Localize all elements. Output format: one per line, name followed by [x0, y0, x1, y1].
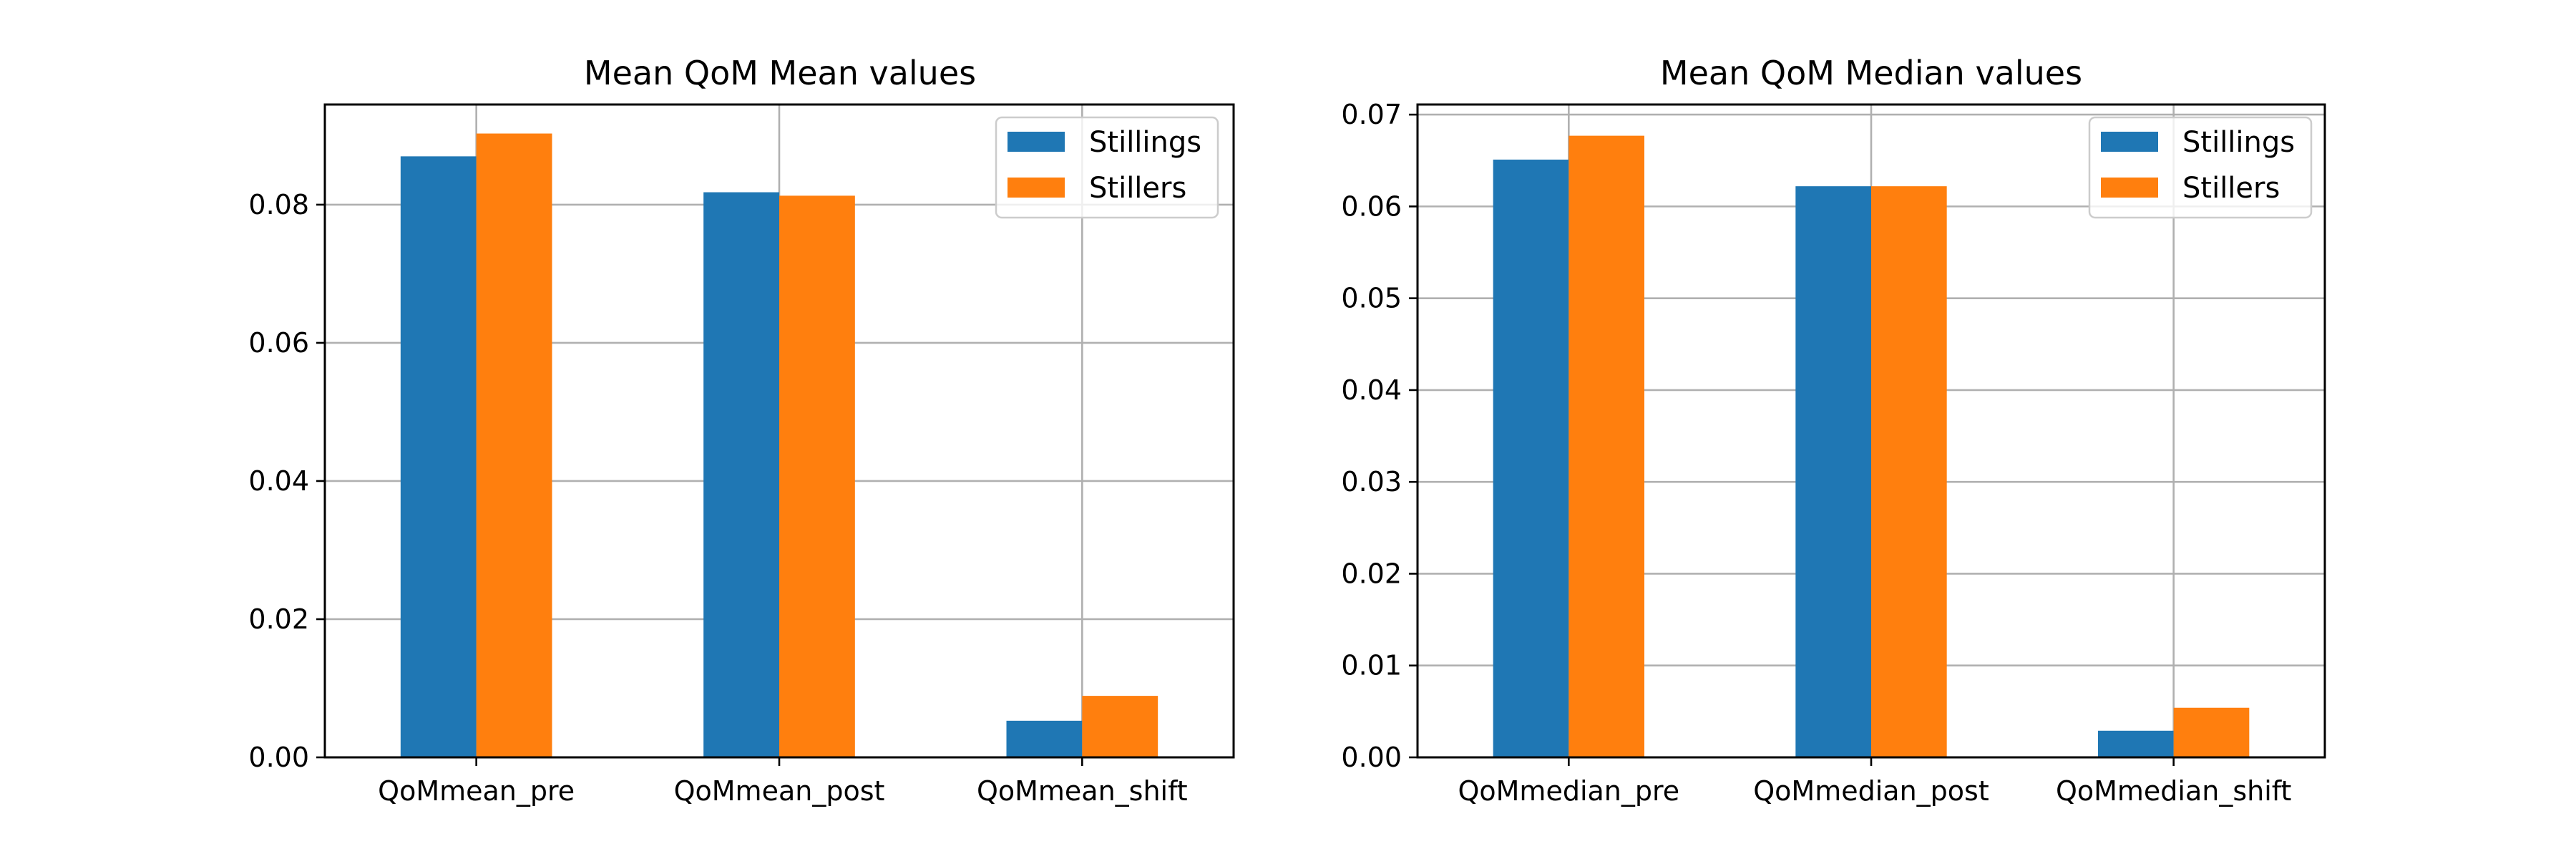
x-tick-label: QoMmedian_shift: [2056, 775, 2291, 807]
legend: Stillings Stillers: [2088, 116, 2313, 219]
bars-layer: [1493, 135, 2250, 757]
y-tick-label: 0.03: [1341, 466, 1402, 498]
x-tick-label: QoMmedian_pre: [1458, 775, 1679, 807]
bar-stillings-qommean-shift: [1006, 720, 1083, 757]
y-tick-label: 0.04: [1341, 374, 1402, 406]
chart-title: Mean QoM Mean values: [584, 54, 976, 92]
bars-layer: [400, 133, 1158, 758]
bar-stillings-qommedian-pre: [1493, 159, 1569, 757]
legend-label-stillers: Stillers: [1089, 172, 1186, 205]
legend: Stillings Stillers: [995, 116, 1219, 219]
bar-stillers-qommedian-pre: [1568, 135, 1644, 757]
legend-label-stillings: Stillings: [1089, 126, 1201, 159]
chart-title: Mean QoM Median values: [1660, 54, 2082, 92]
plot-frame: [1416, 103, 2326, 759]
bar-stillers-qommean-pre: [476, 133, 552, 758]
legend-label-stillers: Stillers: [2182, 172, 2280, 205]
x-tick-label: QoMmean_pre: [378, 775, 575, 807]
chart-mean-qom-mean: Mean QoM Mean values 0.000.020.040.060.0…: [248, 54, 1235, 807]
bar-stillers-qommean-post: [779, 195, 855, 757]
bar-stillers-qommedian-shift: [2173, 707, 2250, 757]
y-tick-label: 0.07: [1341, 99, 1402, 130]
y-tick-label: 0.06: [1341, 190, 1402, 222]
y-tick-label: 0.00: [1341, 742, 1402, 773]
y-tick-label: 0.02: [1341, 558, 1402, 589]
y-tick-label: 0.02: [248, 603, 309, 635]
legend-label-stillings: Stillings: [2182, 126, 2295, 159]
bar-stillings-qommedian-post: [1795, 186, 1871, 757]
y-tick-label: 0.06: [248, 327, 309, 359]
x-tick-label: QoMmedian_post: [1753, 775, 1989, 807]
y-tick-label: 0.04: [248, 465, 309, 497]
chart-mean-qom-median: Mean QoM Median values 0.000.010.020.030…: [1341, 54, 2326, 807]
bar-stillings-qommean-post: [703, 192, 779, 758]
y-tick-label: 0.05: [1341, 283, 1402, 314]
x-tick-label: QoMmean_shift: [977, 775, 1188, 807]
y-tick-label: 0.01: [1341, 650, 1402, 681]
ticks-layer: 0.00 0.02 0.04 0.06 0.08 QoMmean_pre QoMmean_p…: [248, 189, 1187, 807]
bar-stillings-qommedian-shift: [2098, 730, 2174, 757]
ticks-layer: 0.00 0.01 0.02 0.03 0.04 0.05 0.06 0.07 QoMmedia…: [1341, 99, 2291, 807]
plot-frame: [323, 103, 1235, 759]
bar-stillers-qommean-shift: [1082, 696, 1158, 757]
legend-swatch-stillers: [2101, 178, 2158, 198]
bar-stillers-qommedian-post: [1871, 186, 1947, 757]
y-tick-label: 0.00: [248, 742, 309, 773]
x-tick-label: QoMmean_post: [674, 775, 885, 807]
legend-swatch-stillings: [1008, 132, 1065, 152]
y-tick-label: 0.08: [248, 189, 309, 220]
legend-swatch-stillers: [1008, 178, 1065, 198]
bar-stillings-qommean-pre: [400, 156, 477, 757]
legend-swatch-stillings: [2101, 132, 2158, 152]
